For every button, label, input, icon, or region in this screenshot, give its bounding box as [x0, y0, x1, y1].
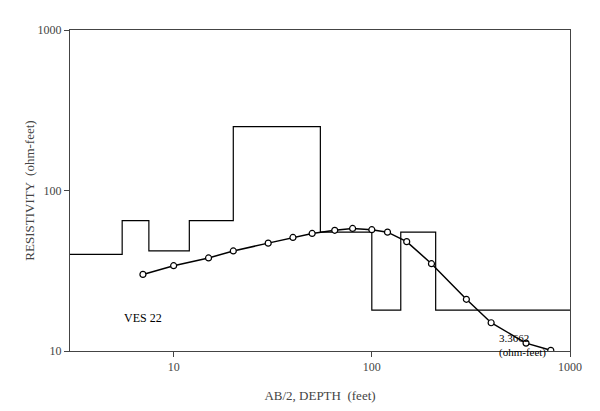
svg-text:AB/2, DEPTH (feet): AB/2, DEPTH (feet) [264, 388, 375, 403]
svg-text:1000: 1000 [38, 23, 62, 37]
svg-text:RESISTIVITY (ohm-feet): RESISTIVITY (ohm-feet) [22, 120, 37, 260]
svg-text:3.3662(ohm-feet): 3.3662(ohm-feet) [499, 332, 546, 359]
svg-text:10: 10 [168, 360, 180, 374]
svg-text:VES 22: VES 22 [124, 311, 162, 325]
svg-text:100: 100 [363, 360, 381, 374]
svg-text:10: 10 [50, 344, 62, 358]
svg-text:100: 100 [44, 184, 62, 198]
svg-text:1000: 1000 [558, 360, 582, 374]
